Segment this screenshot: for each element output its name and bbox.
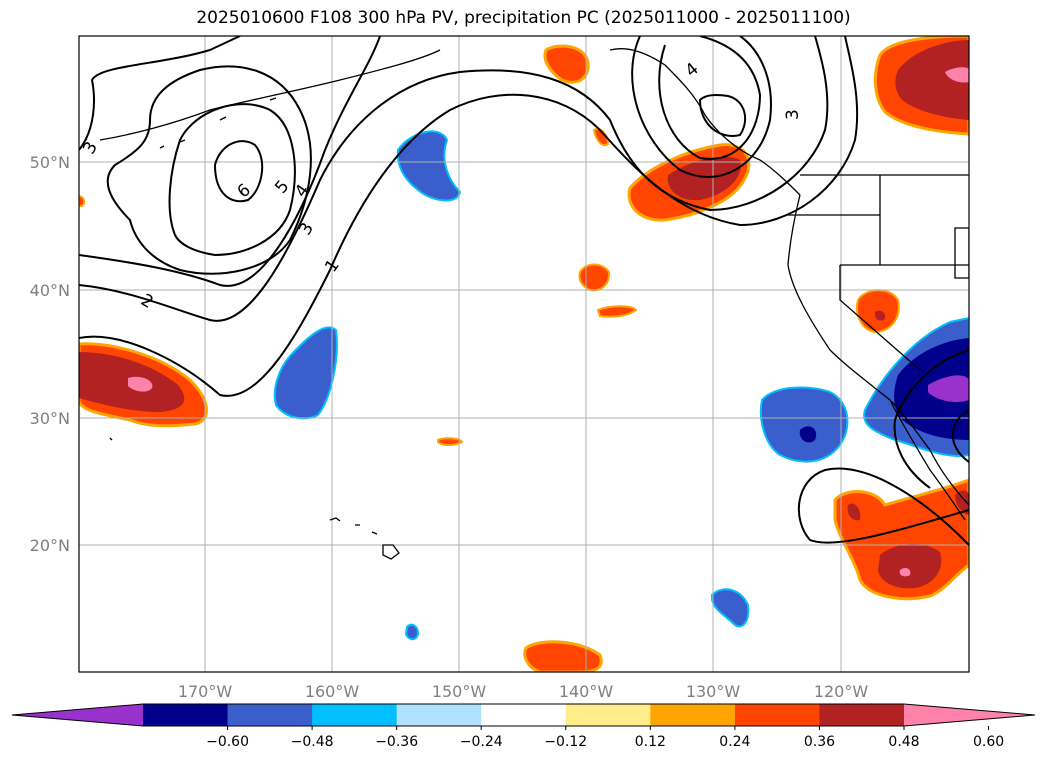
longitude-labels: 170°W 160°W 150°W 140°W 130°W 120°W (178, 682, 869, 701)
colorbar-tick-label: −0.12 (544, 734, 587, 750)
colorbar-extend-high (904, 704, 1035, 726)
colorbar-tick-label: −0.36 (375, 734, 418, 750)
lon-label-140w: 140°W (559, 682, 614, 701)
map-title: 2025010600 F108 300 hPa PV, precipitatio… (196, 8, 851, 28)
pv-contours (79, 36, 969, 546)
lat-label-40n: 40°N (30, 281, 70, 300)
latitude-labels: 50°N 40°N 30°N 20°N (30, 153, 70, 555)
colorbar: −0.60 −0.48 −0.36 −0.24 −0.12 0.12 0.24 0.36 0.4… (11, 703, 1036, 750)
map-panel (79, 36, 969, 672)
lon-label-120w: 120°W (814, 682, 869, 701)
colorbar-segment (650, 704, 736, 726)
colorbar-tick-label: 0.24 (719, 734, 750, 750)
colorbar-segment (143, 704, 229, 726)
lat-label-30n: 30°N (30, 409, 70, 428)
precip-negative-region (396, 130, 462, 202)
colorbar-tick-label: −0.24 (460, 734, 503, 750)
colorbar-segment (819, 704, 905, 726)
lat-label-20n: 20°N (30, 536, 70, 555)
lon-label-130w: 130°W (686, 682, 741, 701)
graticule (79, 36, 969, 672)
map-frame (78, 35, 970, 673)
colorbar-segment (481, 704, 567, 726)
lon-label-170w: 170°W (178, 682, 233, 701)
colorbar-segment (396, 704, 482, 726)
precip-peak-positive (128, 376, 153, 392)
colorbar-tick-label: 0.36 (804, 734, 835, 750)
colorbar-tick-label: −0.60 (206, 734, 249, 750)
colorbar-segment (227, 704, 313, 726)
colorbar-outline (11, 703, 1036, 727)
lat-label-50n: 50°N (30, 153, 70, 172)
lon-label-150w: 150°W (432, 682, 487, 701)
coastlines (99, 48, 969, 560)
colorbar-segment (312, 704, 398, 726)
colorbar-segment (565, 704, 651, 726)
colorbar-tick-label: 0.12 (635, 734, 666, 750)
colorbar-segment (734, 704, 820, 726)
colorbar-extend-low (12, 704, 143, 726)
colorbar-tick-label: 0.60 (973, 734, 1004, 750)
colorbar-tick-label: 0.48 (888, 734, 919, 750)
contour-label: 3 (783, 109, 803, 120)
lon-label-160w: 160°W (305, 682, 360, 701)
colorbar-tick-label: −0.48 (291, 734, 334, 750)
